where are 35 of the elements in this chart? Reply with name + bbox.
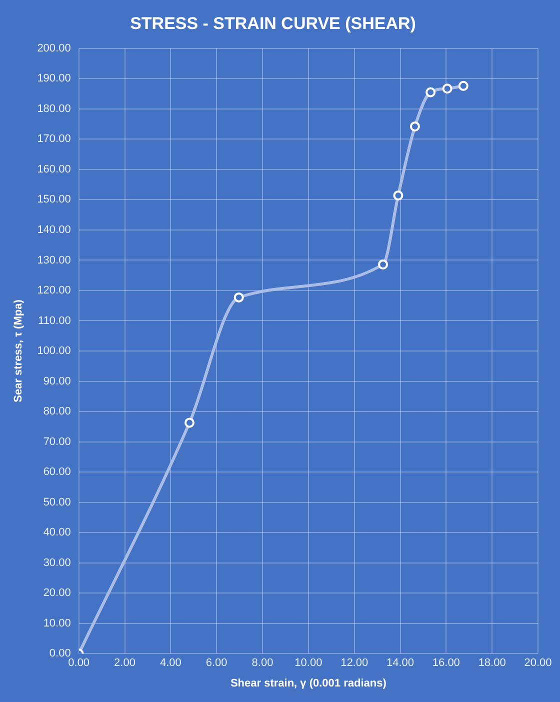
y-tick-label: 170.00	[37, 133, 71, 146]
y-tick-label: 90.00	[43, 375, 71, 388]
y-tick-label: 0.00	[49, 648, 71, 660]
y-tick-label: 110.00	[38, 314, 71, 327]
x-tick-label: 0.00	[68, 657, 90, 670]
y-tick-label: 180.00	[37, 102, 71, 115]
x-tick-label: 2.00	[114, 657, 136, 670]
y-tick-label: 40.00	[43, 526, 71, 539]
y-tick-label: 120.00	[37, 284, 71, 297]
y-tick-label: 130.00	[37, 254, 71, 266]
x-tick-label: 10.00	[294, 657, 322, 670]
y-tick-label: 190.00	[37, 72, 71, 85]
x-axis-title: Shear strain, γ (0.001 radians)	[230, 677, 387, 690]
x-tick-label: 16.00	[432, 657, 460, 670]
y-tick-label: 10.00	[43, 617, 71, 630]
x-tick-label: 4.00	[160, 657, 182, 670]
chart-title: STRESS - STRAIN CURVE (SHEAR)	[130, 14, 416, 33]
y-tick-label: 50.00	[43, 496, 71, 508]
y-axis-title: Sear stress, τ (Mpa)	[12, 299, 25, 402]
y-tick-label: 80.00	[43, 406, 71, 418]
y-tick-label: 30.00	[43, 556, 71, 569]
y-tick-label: 200.00	[37, 42, 71, 54]
x-tick-label: 6.00	[206, 657, 228, 670]
y-tick-label: 160.00	[37, 163, 71, 176]
x-tick-label: 12.00	[340, 657, 368, 670]
y-tick-label: 100.00	[37, 345, 71, 358]
x-tick-label: 8.00	[252, 657, 274, 670]
y-tick-label: 150.00	[37, 194, 71, 206]
y-tick-label: 70.00	[43, 436, 71, 448]
y-tick-label: 20.00	[43, 587, 71, 600]
x-tick-label: 20.00	[524, 657, 552, 670]
x-tick-label: 18.00	[478, 657, 506, 670]
x-tick-label: 14.00	[386, 657, 414, 670]
y-tick-label: 140.00	[37, 224, 71, 236]
y-tick-label: 60.00	[43, 466, 71, 478]
